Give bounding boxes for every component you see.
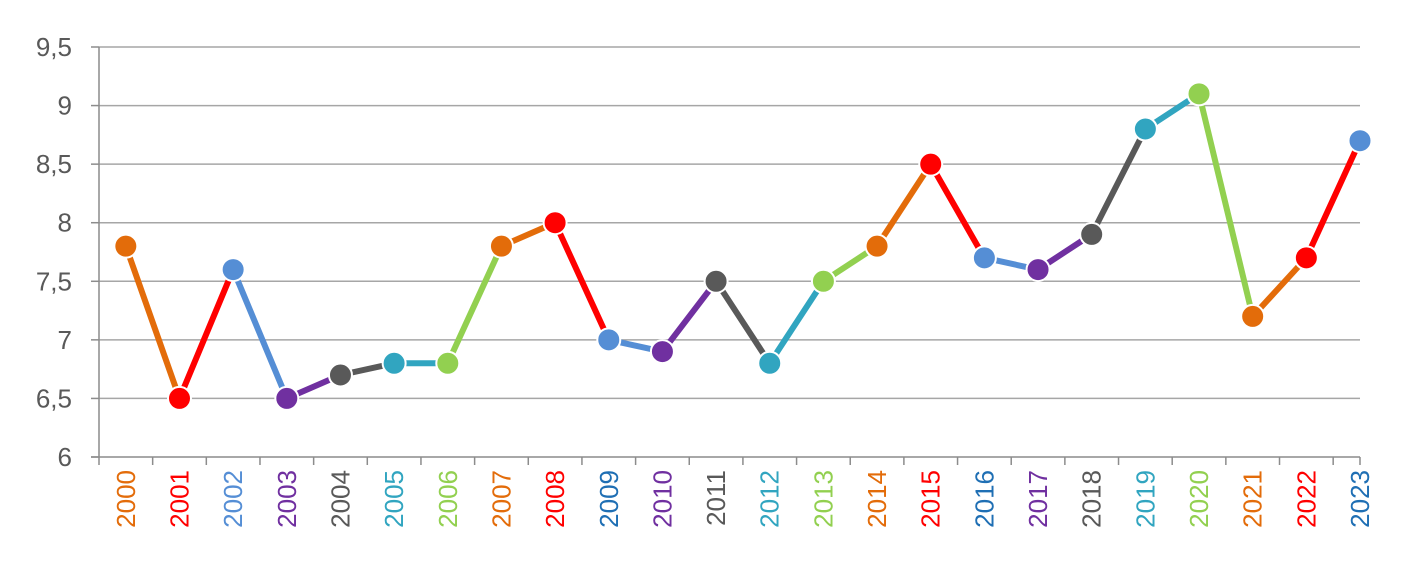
x-tick-label: 2003 [272, 470, 302, 528]
data-point [274, 385, 300, 411]
data-point [220, 257, 246, 283]
y-tick-label: 7,5 [36, 266, 72, 296]
line-segment [713, 278, 773, 367]
data-point [488, 233, 514, 259]
x-tick-label: 2023 [1345, 470, 1375, 528]
data-point [435, 350, 461, 376]
series-points [113, 81, 1373, 411]
line-segment [1088, 126, 1149, 238]
y-tick-label: 9,5 [36, 32, 72, 62]
data-point [327, 362, 353, 388]
line-segment [874, 161, 934, 250]
x-tick-label: 2004 [325, 470, 355, 528]
line-segment [1303, 137, 1363, 261]
data-point [1347, 128, 1373, 154]
y-tick-label: 7 [58, 325, 72, 355]
line-segment [1196, 90, 1256, 320]
series-line [122, 90, 1363, 402]
data-point [166, 385, 192, 411]
x-tick-label: 2008 [540, 470, 570, 528]
x-tick-label: 2016 [969, 470, 999, 528]
x-tick-label: 2018 [1077, 470, 1107, 528]
x-tick-label: 2014 [862, 470, 892, 528]
data-point [649, 339, 675, 365]
x-tick-label: 2015 [916, 470, 946, 528]
data-point [1132, 116, 1158, 142]
data-point [703, 268, 729, 294]
line-segment [552, 219, 612, 343]
x-tick-label: 2002 [218, 470, 248, 528]
gridlines [99, 46, 1360, 400]
line-segment [444, 243, 505, 367]
line-segment [766, 278, 827, 367]
data-point [1293, 245, 1319, 271]
data-point [1240, 303, 1266, 329]
data-point [810, 268, 836, 294]
data-point [1186, 81, 1212, 107]
data-point [1025, 257, 1051, 283]
x-tick-labels: 2000 2001 2002 2003 2004 2005 2006 2007 2008 2009… [111, 470, 1375, 528]
data-point [381, 350, 407, 376]
line-segment [230, 266, 290, 402]
x-tick-label: 2000 [111, 470, 141, 528]
y-tick-labels: 6 6,5 7 7,5 8 8,5 9 9,5 [36, 32, 72, 472]
data-point [113, 233, 139, 259]
x-tick-label: 2001 [164, 470, 194, 528]
line-segment [659, 278, 720, 355]
x-tick-label: 2020 [1184, 470, 1214, 528]
y-tick-label: 6 [58, 442, 72, 472]
x-tick-label: 2013 [808, 470, 838, 528]
x-tick-label: 2005 [379, 470, 409, 528]
data-point [971, 245, 997, 271]
x-tick-label: 2009 [594, 470, 624, 528]
line-segment [927, 161, 988, 261]
data-point [1079, 221, 1105, 247]
x-tick-label: 2017 [1023, 470, 1053, 528]
x-tick-label: 2010 [647, 470, 677, 528]
x-tick-label: 2022 [1291, 470, 1321, 528]
y-tick-label: 6,5 [36, 383, 72, 413]
line-segment [122, 243, 183, 402]
axes [91, 46, 1361, 465]
y-tick-label: 8 [58, 208, 72, 238]
x-tick-label: 2011 [701, 470, 731, 526]
data-point [596, 327, 622, 353]
data-point [542, 210, 568, 236]
x-tick-label: 2021 [1238, 470, 1268, 528]
data-point [918, 151, 944, 177]
x-tick-label: 2012 [755, 470, 785, 528]
data-point [864, 233, 890, 259]
y-tick-label: 9 [58, 91, 72, 121]
line-segment [1249, 254, 1310, 320]
x-tick-label: 2006 [433, 470, 463, 528]
data-point [757, 350, 783, 376]
line-segment [176, 266, 237, 402]
x-tick-label: 2007 [486, 470, 516, 528]
y-tick-label: 8,5 [36, 149, 72, 179]
x-tick-label: 2019 [1130, 470, 1160, 528]
